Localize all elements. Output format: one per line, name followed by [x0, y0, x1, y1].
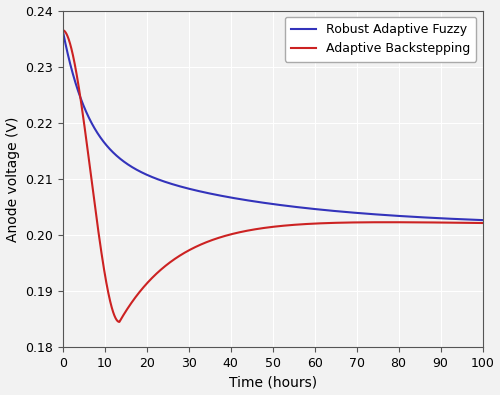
Adaptive Backstepping [108, 301, 114, 305]
Adaptive Backstepping [480, 221, 486, 226]
Line: Adaptive Backstepping: Adaptive Backstepping [62, 30, 482, 322]
Adaptive Backstepping [472, 220, 478, 225]
Adaptive Backstepping [239, 229, 245, 234]
Adaptive Backstepping [132, 295, 138, 299]
Adaptive Backstepping [221, 234, 227, 239]
Line: Robust Adaptive Fuzzy: Robust Adaptive Fuzzy [62, 30, 482, 220]
Robust Adaptive Fuzzy [220, 194, 226, 199]
Y-axis label: Anode voltage (V): Anode voltage (V) [6, 116, 20, 242]
Robust Adaptive Fuzzy [108, 147, 114, 152]
Legend: Robust Adaptive Fuzzy, Adaptive Backstepping: Robust Adaptive Fuzzy, Adaptive Backstep… [284, 17, 476, 62]
Robust Adaptive Fuzzy [480, 218, 486, 222]
Adaptive Backstepping [116, 320, 122, 324]
Robust Adaptive Fuzzy [239, 197, 245, 202]
Robust Adaptive Fuzzy [60, 28, 66, 32]
Robust Adaptive Fuzzy [426, 215, 432, 220]
Robust Adaptive Fuzzy [132, 167, 138, 171]
Adaptive Backstepping [426, 220, 432, 225]
Adaptive Backstepping [60, 28, 66, 32]
Robust Adaptive Fuzzy [471, 217, 477, 222]
X-axis label: Time (hours): Time (hours) [228, 375, 316, 389]
